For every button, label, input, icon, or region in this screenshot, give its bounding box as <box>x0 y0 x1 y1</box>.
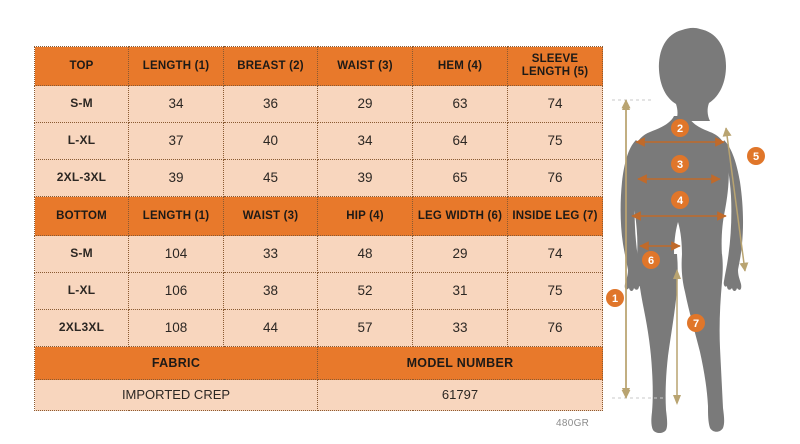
marker-badge-2: 2 <box>671 119 689 137</box>
header-model-number: MODEL NUMBER <box>317 346 603 380</box>
row-size-label: S-M <box>34 85 129 123</box>
cell-value: 33 <box>412 309 508 347</box>
marker-badge-1: 1 <box>606 289 624 307</box>
cell-value: 57 <box>317 309 413 347</box>
cell-value: 39 <box>128 159 224 197</box>
cell-value: 75 <box>507 272 603 310</box>
dimension-line-5 <box>722 127 749 272</box>
header-bottom-waist: WAIST (3) <box>223 196 318 236</box>
header-top-breast: BREAST (2) <box>223 46 318 86</box>
cell-value: 108 <box>128 309 224 347</box>
header-top-length: LENGTH (1) <box>128 46 224 86</box>
cell-value: 64 <box>412 122 508 160</box>
table-row: S-M 104 33 48 29 74 <box>34 235 603 273</box>
cell-value: 52 <box>317 272 413 310</box>
table-row: S-M 34 36 29 63 74 <box>34 85 603 123</box>
cell-value: 31 <box>412 272 508 310</box>
header-bottom-length: LENGTH (1) <box>128 196 224 236</box>
row-size-label: S-M <box>34 235 129 273</box>
header-top: TOP <box>34 46 129 86</box>
marker-badge-5: 5 <box>747 147 765 165</box>
cell-value: 76 <box>507 159 603 197</box>
dimension-line-7 <box>673 269 681 405</box>
marker-badge-5-label: 5 <box>753 151 759 163</box>
header-bottom: BOTTOM <box>34 196 129 236</box>
size-chart-table: TOP LENGTH (1) BREAST (2) WAIST (3) HEM … <box>34 46 603 411</box>
cell-value: 34 <box>128 85 224 123</box>
header-fabric: FABRIC <box>34 346 318 380</box>
cell-value: 106 <box>128 272 224 310</box>
header-bottom-hip: HIP (4) <box>317 196 413 236</box>
sleeve-header-line-2: LENGTH (5) <box>521 66 589 78</box>
cell-value: 65 <box>412 159 508 197</box>
row-size-label: L-XL <box>34 272 129 310</box>
row-size-label: 2XL-3XL <box>34 159 129 197</box>
row-size-label: L-XL <box>34 122 129 160</box>
table-header-row-top: TOP LENGTH (1) BREAST (2) WAIST (3) HEM … <box>34 46 603 86</box>
marker-badge-1-label: 1 <box>612 293 618 305</box>
marker-badge-3: 3 <box>671 155 689 173</box>
cell-value: 75 <box>507 122 603 160</box>
cell-value: 37 <box>128 122 224 160</box>
table-row: L-XL 37 40 34 64 75 <box>34 122 603 160</box>
header-top-waist: WAIST (3) <box>317 46 413 86</box>
marker-badge-6: 6 <box>642 251 660 269</box>
table-footer-value-row: IMPORTED CREP 61797 <box>34 379 603 411</box>
cell-value: 63 <box>412 85 508 123</box>
cell-value: 40 <box>223 122 318 160</box>
marker-badge-7-label: 7 <box>693 318 699 330</box>
header-bottom-leg-width: LEG WIDTH (6) <box>412 196 508 236</box>
table-row: 2XL3XL 108 44 57 33 76 <box>34 309 603 347</box>
cell-value: 38 <box>223 272 318 310</box>
cell-value: 39 <box>317 159 413 197</box>
cell-value: 76 <box>507 309 603 347</box>
marker-badge-4-label: 4 <box>677 195 684 207</box>
marker-badge-2-label: 2 <box>677 123 683 135</box>
header-bottom-inside-leg: INSIDE LEG (7) <box>507 196 603 236</box>
table-row: L-XL 106 38 52 31 75 <box>34 272 603 310</box>
cell-value: 29 <box>317 85 413 123</box>
sleeve-header-line-1: SLEEVE <box>531 53 579 66</box>
cell-value: 74 <box>507 235 603 273</box>
cell-value: 45 <box>223 159 318 197</box>
cell-value: 34 <box>317 122 413 160</box>
header-top-hem: HEM (4) <box>412 46 508 86</box>
cell-value: 33 <box>223 235 318 273</box>
table-header-row-bottom: BOTTOM LENGTH (1) WAIST (3) HIP (4) LEG … <box>34 196 603 236</box>
cell-value: 48 <box>317 235 413 273</box>
female-silhouette-icon <box>620 27 744 433</box>
cell-value: 36 <box>223 85 318 123</box>
watermark-label: 480GR <box>556 418 590 429</box>
row-size-label: 2XL3XL <box>34 309 129 347</box>
measurement-figure-panel: 1 2 3 4 5 6 7 <box>604 18 800 438</box>
dimension-line-1 <box>612 99 664 399</box>
marker-badge-3-label: 3 <box>677 159 683 171</box>
value-model-number: 61797 <box>317 379 603 411</box>
cell-value: 29 <box>412 235 508 273</box>
header-top-sleeve-length: SLEEVE LENGTH (5) <box>507 46 603 86</box>
cell-value: 104 <box>128 235 224 273</box>
table-footer-header-row: FABRIC MODEL NUMBER <box>34 346 603 380</box>
cell-value: 44 <box>223 309 318 347</box>
marker-badge-6-label: 6 <box>648 255 654 267</box>
value-fabric: IMPORTED CREP <box>34 379 318 411</box>
table-row: 2XL-3XL 39 45 39 65 76 <box>34 159 603 197</box>
cell-value: 74 <box>507 85 603 123</box>
marker-badge-7: 7 <box>687 314 705 332</box>
marker-badge-4: 4 <box>671 191 689 209</box>
